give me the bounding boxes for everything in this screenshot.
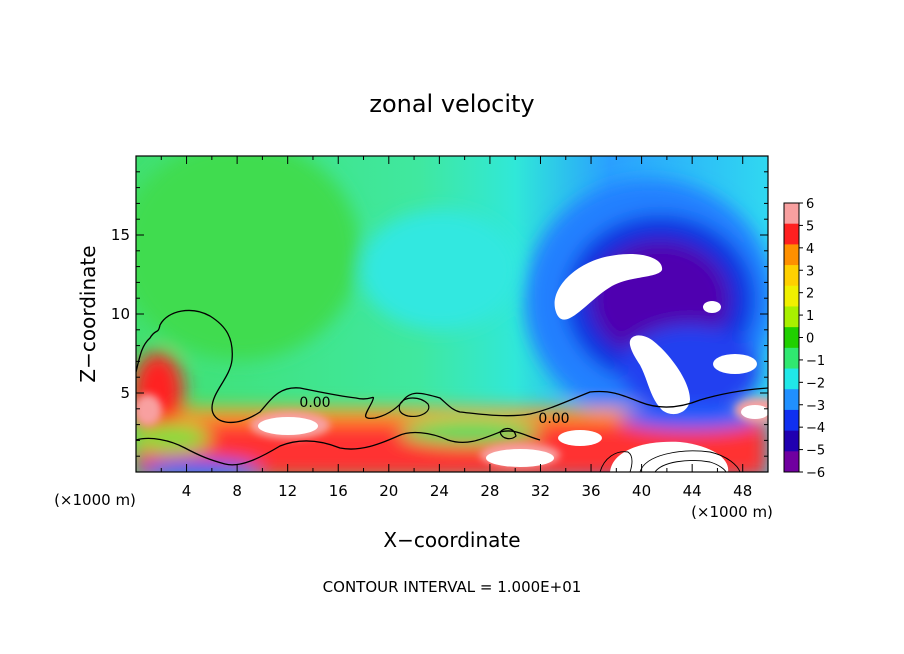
colorbar-swatch [784, 223, 799, 245]
field-pink-left [136, 394, 162, 426]
colorbar-swatch [784, 347, 799, 370]
x-axis-title: X−coordinate [383, 528, 520, 552]
field-white-surface-1 [258, 417, 318, 435]
colorbar: 6 5 4 3 2 1 0 −1 −2 −3 −4 −5 −6 [783, 197, 825, 481]
heatmap-field [136, 156, 768, 472]
contour-floor-right [639, 450, 741, 472]
field-green-left [136, 156, 360, 360]
field-white-lower-core [629, 335, 690, 415]
colorbar-label: −6 [806, 466, 825, 481]
x-tick-label: 28 [480, 482, 499, 500]
field-white-small-2 [713, 354, 757, 374]
colorbar-label: −4 [806, 421, 825, 436]
colorbar-swatch [784, 451, 799, 473]
colorbar-swatch [784, 430, 799, 452]
x-tick-label: 24 [430, 482, 449, 500]
colorbar-label: −5 [806, 444, 825, 459]
x-tick-label: 44 [683, 482, 702, 500]
field-white-small-1 [703, 301, 721, 313]
x-units-label-right: (×1000 m) [691, 503, 773, 521]
colorbar-swatch [784, 244, 799, 266]
y-tick-label: 15 [111, 226, 130, 244]
chart-title: zonal velocity [369, 90, 534, 118]
field-white-right-floor [610, 441, 729, 472]
colorbar-label: −3 [806, 399, 825, 414]
colorbar-swatch [784, 409, 799, 432]
field-left-green-under [136, 424, 210, 452]
x-tick-label: 32 [531, 482, 550, 500]
field-cyan-mid [360, 210, 520, 330]
x-tick-label: 4 [182, 482, 192, 500]
x-tick-label: 8 [232, 482, 242, 500]
x-tick-label: 36 [581, 482, 600, 500]
colorbar-label: −2 [806, 376, 825, 391]
colorbar-swatch [784, 306, 799, 328]
y-axis: 5 10 15 [111, 171, 768, 457]
field-white-surface-4 [741, 405, 768, 419]
x-tick-label: 16 [329, 482, 348, 500]
field-green-gap [400, 420, 540, 444]
colorbar-swatch [784, 265, 799, 287]
field-white-core [554, 253, 663, 320]
colorbar-label: 0 [806, 332, 814, 347]
x-tick-label: 40 [632, 482, 651, 500]
colorbar-swatch [784, 203, 799, 225]
x-units-label-left: (×1000 m) [54, 491, 136, 509]
contour-label-2: 0.00 [538, 411, 569, 427]
x-tick-label: 12 [278, 482, 297, 500]
contour-floor-right-inner [654, 460, 727, 472]
zero-contour-lower [136, 430, 541, 466]
y-axis-title: Z−coordinate [76, 245, 100, 382]
contour-floor-left [599, 451, 633, 472]
colorbar-swatch [784, 368, 799, 390]
contour-island-1 [398, 397, 430, 417]
x-tick-label: 20 [379, 482, 398, 500]
x-axis: 4 8 12 16 20 24 28 32 36 40 44 48 [160, 156, 752, 500]
field-white-surface-2 [486, 449, 554, 467]
zero-contour-main [136, 309, 768, 423]
y-tick-label: 10 [111, 305, 130, 323]
colorbar-label: 5 [806, 219, 814, 234]
y-tick-label: 5 [120, 384, 130, 402]
field-white-surface-3 [558, 430, 602, 446]
colorbar-label: 1 [806, 309, 814, 324]
field-blue-right-surface [620, 406, 760, 430]
colorbar-label: 3 [806, 264, 814, 279]
field-blue-floor-left [140, 460, 260, 472]
colorbar-label: 6 [806, 197, 814, 212]
colorbar-swatch [784, 389, 799, 411]
contour-label-1: 0.00 [299, 395, 330, 411]
contour-island-2 [499, 427, 517, 440]
x-tick-label: 48 [733, 482, 752, 500]
colorbar-label: −1 [806, 354, 825, 369]
colorbar-swatch [784, 285, 799, 307]
colorbar-label: 4 [806, 242, 814, 257]
colorbar-label: 2 [806, 287, 814, 302]
colorbar-swatch [784, 327, 799, 349]
contour-interval-note: CONTOUR INTERVAL = 1.000E+01 [323, 578, 582, 596]
